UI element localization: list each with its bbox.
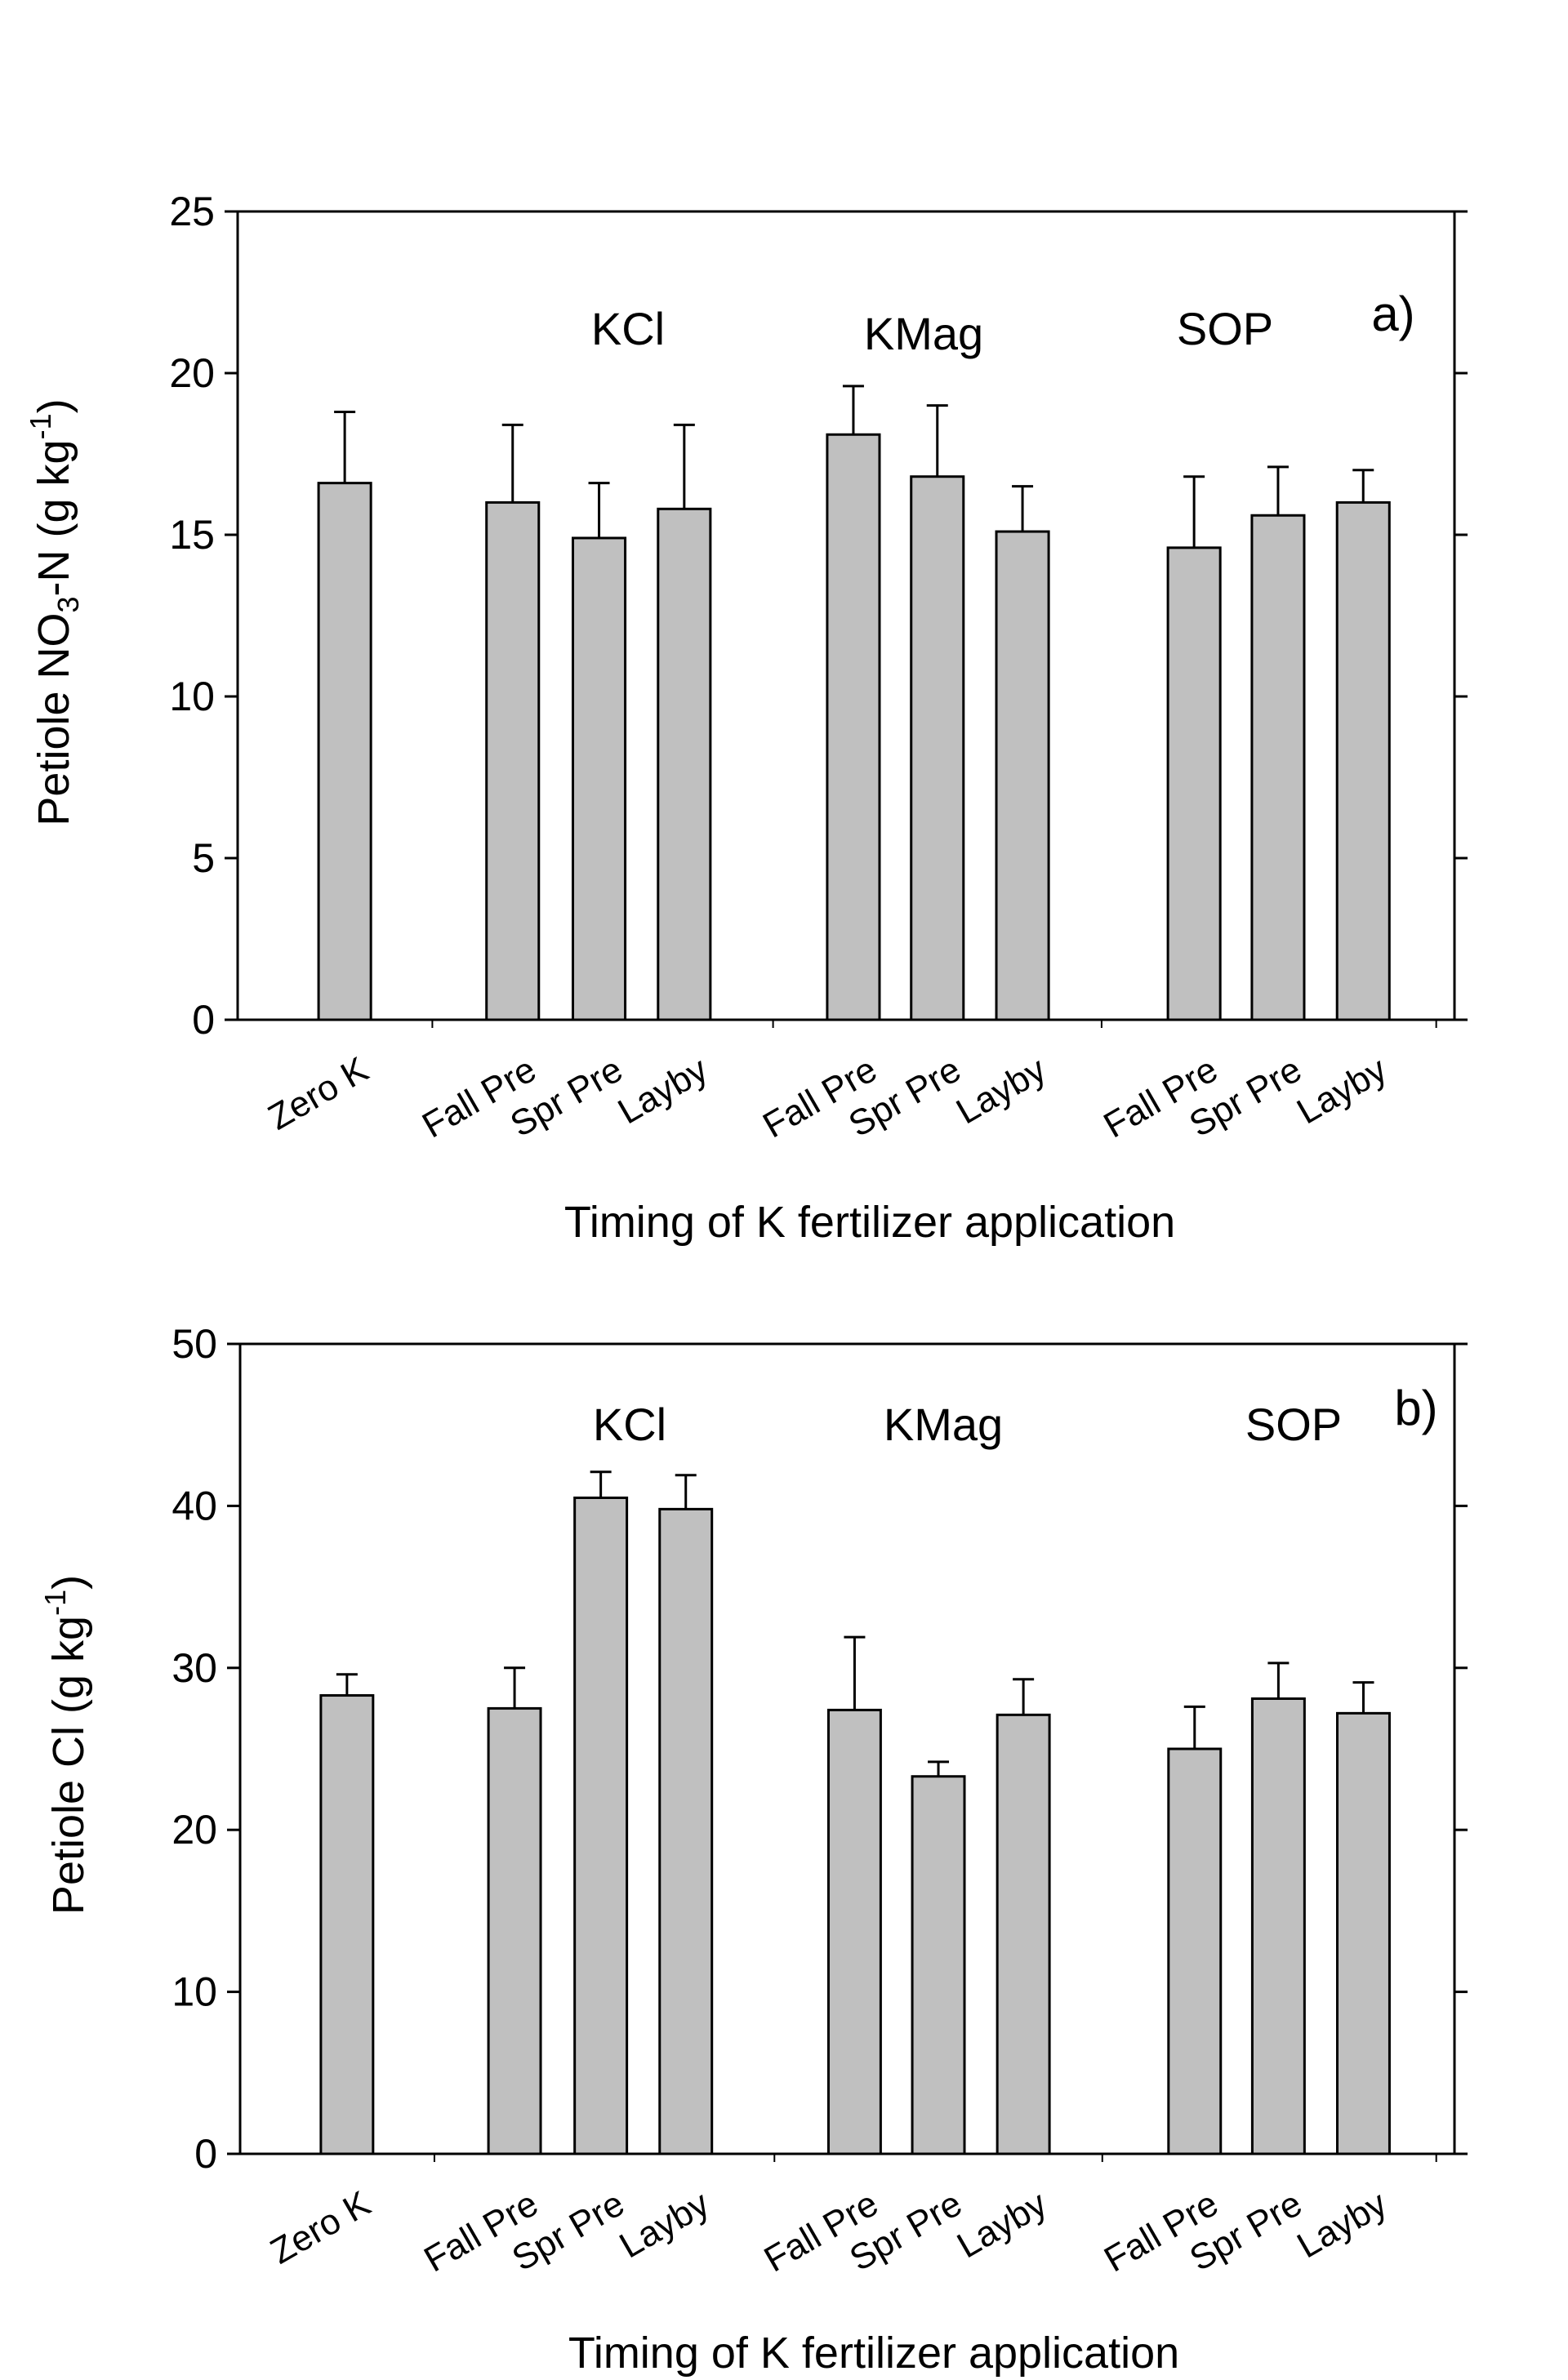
y-axis-title: Petiole Cl (g kg-1) — [38, 1575, 93, 1915]
x-tick-label: Layby — [950, 1049, 1053, 1132]
y-axis-title-subscript: 3 — [51, 596, 85, 612]
y-axis-title: Petiole NO3-N (g kg-1) — [24, 398, 85, 825]
y-tick-label: 30 — [172, 1645, 217, 1691]
group-label-kcl: KCl — [591, 303, 665, 354]
bar — [1250, 1697, 1306, 2155]
bar — [1166, 546, 1222, 1021]
group-label-kcl: KCl — [593, 1399, 666, 1450]
y-tick-label: 50 — [172, 1321, 217, 1367]
x-tick-label: Zero K — [261, 1049, 375, 1137]
chart-a: KCl KMag SOP a) Timing of K fertilizer a… — [24, 189, 1468, 1247]
bar — [1250, 514, 1306, 1021]
bar — [1167, 1747, 1223, 2155]
group-label-sop: SOP — [1245, 1399, 1342, 1450]
group-label-kmag: KMag — [884, 1399, 1003, 1450]
y-axis-title-superscript: -1 — [38, 1590, 72, 1616]
x-tick-label: Layby — [613, 2183, 716, 2266]
bar — [485, 500, 541, 1021]
bar — [658, 1507, 714, 2155]
y-axis-title-part: Petiole NO — [29, 612, 78, 825]
y-tick-label: 20 — [169, 350, 215, 396]
y-tick-label: 5 — [192, 835, 215, 881]
y-tick-label: 20 — [172, 1807, 217, 1853]
y-tick-label: 25 — [169, 189, 215, 234]
y-tick-label: 0 — [194, 2131, 217, 2177]
bar — [317, 482, 372, 1021]
bar — [826, 1708, 882, 2155]
bar — [995, 530, 1050, 1021]
bar — [571, 536, 627, 1021]
bar — [911, 1775, 966, 2155]
y-axis-title-superscript: -1 — [24, 413, 57, 439]
bar — [487, 1706, 542, 2155]
x-tick-label: Zero K — [264, 2183, 377, 2271]
bar — [996, 1713, 1051, 2155]
x-axis-title: Timing of K fertilizer application — [564, 1198, 1175, 1247]
y-axis-title-part: Petiole Cl (g kg — [44, 1616, 93, 1915]
y-tick-label: 10 — [169, 674, 215, 719]
x-tick-label: Layby — [951, 2183, 1054, 2266]
y-tick-label: 15 — [169, 512, 215, 558]
y-tick-label: 40 — [172, 1483, 217, 1528]
bar — [1335, 500, 1391, 1021]
bar — [910, 475, 965, 1021]
bar — [1336, 1711, 1391, 2155]
x-tick-label: Layby — [1290, 1049, 1393, 1132]
panel-label-b: b) — [1394, 1381, 1437, 1435]
y-axis-title-part: ) — [44, 1575, 93, 1590]
chart-b: KCl KMag SOP b) Timing of K fertilizer a… — [38, 1321, 1468, 2378]
group-label-kmag: KMag — [864, 308, 983, 359]
x-axis-title: Timing of K fertilizer application — [568, 2329, 1179, 2378]
bar — [319, 1694, 375, 2155]
group-label-sop: SOP — [1177, 303, 1273, 354]
y-axis-title-part: -N (g kg — [29, 439, 78, 596]
panel-label-a: a) — [1371, 287, 1414, 341]
y-tick-label: 10 — [172, 1969, 217, 2015]
bar — [657, 507, 712, 1021]
y-axis-title-part: ) — [29, 398, 78, 413]
x-tick-label: Layby — [612, 1049, 715, 1132]
bar — [573, 1496, 629, 2155]
y-tick-label: 0 — [192, 997, 215, 1043]
x-tick-label: Layby — [1290, 2183, 1393, 2266]
bar — [826, 433, 881, 1021]
